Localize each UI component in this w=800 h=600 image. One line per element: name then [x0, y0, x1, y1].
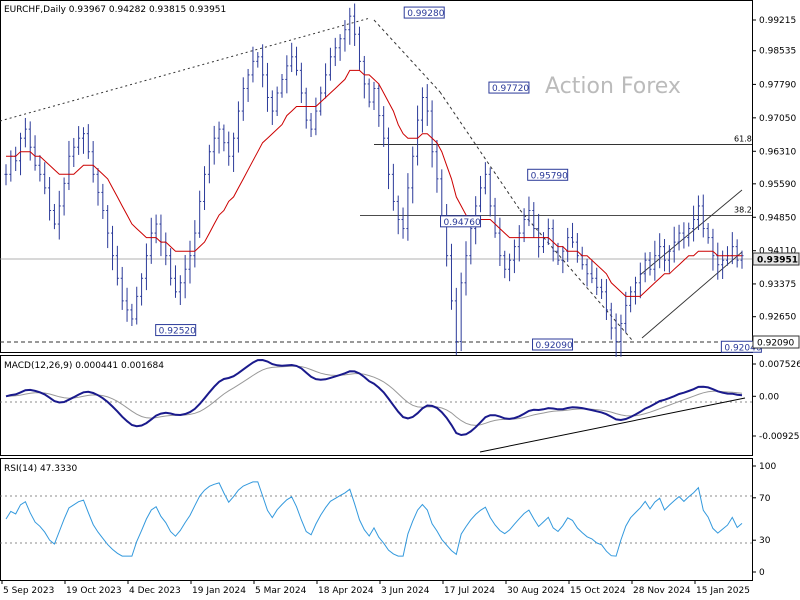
- pivot-labels: 0.992800.977200.957900.947600.951600.925…: [155, 6, 762, 353]
- rsi-y-tick-label: 100: [759, 462, 776, 472]
- rsi-y-axis: 100 70 30 0: [752, 462, 776, 578]
- x-tick-label: 5 Sep 2023: [3, 586, 54, 596]
- price-y-tick-label: 0.96310: [759, 147, 796, 157]
- x-tick-label: 17 Jul 2024: [444, 586, 495, 596]
- macd-y-tick-label: 0.00: [759, 392, 779, 402]
- macd-panel-title: MACD(12,26,9) 0.000441 0.001684: [4, 361, 164, 371]
- price-y-tick-label: 0.97050: [759, 114, 796, 124]
- moving-average-line: [6, 69, 742, 297]
- x-tick-label: 19 Oct 2023: [66, 586, 122, 596]
- fib-label-61.8: 61.8: [734, 135, 752, 144]
- macd-y-tick-label: -0.009252: [759, 432, 800, 442]
- current-price-label: 0.93951: [757, 256, 798, 266]
- fib-label-38.2: 38.2: [734, 205, 752, 214]
- rsi-y-tick-label: 30: [759, 536, 771, 546]
- channel-upper: [639, 189, 743, 276]
- price-panel-title: EURCHF,Daily 0.93967 0.94282 0.93815 0.9…: [4, 5, 226, 15]
- pivot-label-text: 0.95790: [531, 171, 568, 181]
- pivot-label-text: 0.97720: [492, 84, 529, 94]
- rsi-panel-frame: [0, 458, 753, 581]
- long-trend-line: [0, 17, 371, 122]
- price-y-tick-label: 0.98535: [759, 47, 796, 57]
- pivot-label-text: 0.94760: [444, 218, 481, 228]
- price-y-axis: 0.99215 0.98535 0.97790 0.97050 0.96310 0.955…: [752, 16, 796, 323]
- macd-main-line: [5, 358, 743, 437]
- price-y-tick-label: 0.97790: [759, 80, 796, 90]
- pivot-label-box: [155, 324, 197, 337]
- price-y-tick-label: 0.94850: [759, 213, 796, 223]
- pivot-label-text: 0.92090: [536, 341, 573, 351]
- price-y-tick-label: 0.95590: [759, 180, 796, 190]
- current-price-tag: [752, 252, 800, 266]
- pivot-label-box: [440, 215, 482, 228]
- price-y-tick-label: 0.92650: [759, 313, 796, 323]
- x-tick-label: 5 Mar 2024: [255, 586, 307, 596]
- rsi-y-tick-label: 0: [759, 568, 765, 578]
- down-leg-1: [373, 19, 441, 93]
- pivot-label-box: [532, 338, 574, 351]
- x-tick-label: 30 Aug 2024: [507, 586, 565, 596]
- x-tick-label: 15 Oct 2024: [570, 586, 626, 596]
- x-axis: 5 Sep 2023 19 Oct 2023 4 Dec 2023 19 Jan 20…: [1, 580, 750, 596]
- down-leg-2: [439, 91, 521, 211]
- down-leg-3: [519, 209, 633, 341]
- x-tick-label: 4 Dec 2023: [129, 586, 181, 596]
- macd-signal-line: [5, 365, 743, 426]
- x-tick-label: 19 Jan 2024: [192, 586, 246, 596]
- rsi-line: [5, 481, 743, 557]
- pivot-label-box: [527, 168, 569, 181]
- x-tick-label: 18 Apr 2024: [318, 586, 374, 596]
- macd-panel-frame: [0, 355, 753, 456]
- pivot-label-text: 0.92040: [724, 343, 761, 353]
- macd-trend-line: [479, 397, 746, 453]
- x-tick-label: 28 Nov 2024: [633, 586, 691, 596]
- support-price-label: 0.92090: [757, 339, 794, 349]
- pivot-label-text: 0.92520: [159, 327, 196, 337]
- pivot-label-box: [488, 81, 530, 94]
- x-tick-label: 3 Jun 2024: [381, 586, 430, 596]
- price-panel-frame: [0, 0, 753, 353]
- rsi-panel-title: RSI(14) 47.3330: [4, 464, 77, 474]
- macd-y-axis: 0.007526 0.00 -0.009252: [752, 360, 800, 442]
- price-y-tick-label: 0.99215: [759, 16, 796, 26]
- price-bars: [4, 3, 744, 357]
- macd-y-tick-label: 0.007526: [759, 360, 800, 370]
- price-y-tick-label: 0.93375: [759, 280, 796, 290]
- pivot-label-text: 0.99280: [407, 9, 444, 19]
- price-y-tick-label: 0.94110: [759, 247, 796, 257]
- channel-lower: [641, 251, 743, 339]
- pivot-label-box: [403, 6, 445, 19]
- x-tick-label: 15 Jan 2025: [696, 586, 750, 596]
- rsi-y-tick-label: 70: [759, 494, 771, 504]
- watermark: Action Forex: [545, 74, 681, 99]
- support-price-tag: [752, 335, 800, 349]
